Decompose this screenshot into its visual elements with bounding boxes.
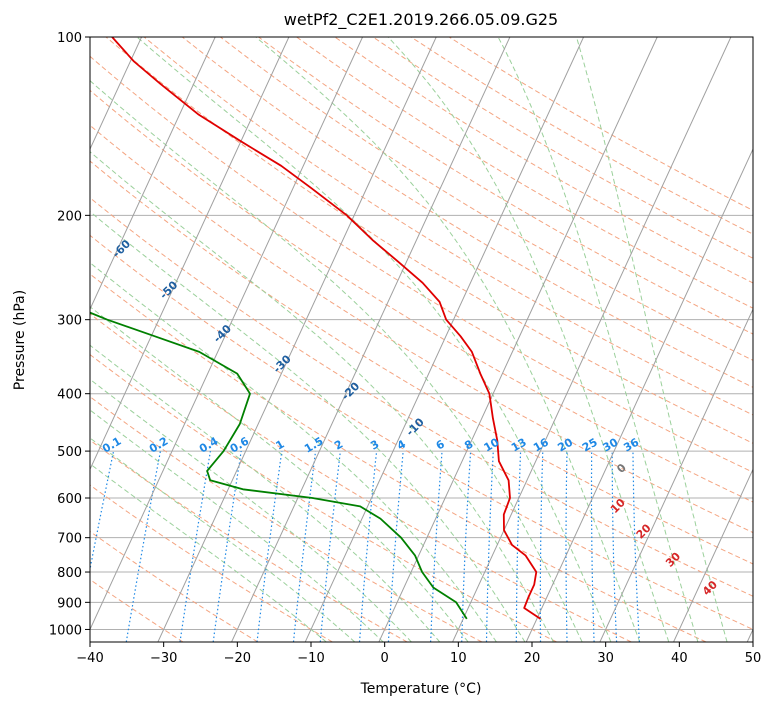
dry-adiabat-line: [90, 484, 333, 642]
y-tick-label: 400: [57, 388, 82, 403]
x-axis-label: Temperature (°C): [360, 681, 482, 697]
isotherm-line: [599, 308, 753, 642]
y-tick-label: 500: [57, 445, 82, 460]
isotherm-line: [452, 37, 732, 642]
moist-adiabat-line: [255, 37, 641, 642]
y-tick-label: 1000: [49, 623, 82, 638]
y-tick-label: 900: [57, 596, 82, 611]
y-tick-label: 100: [57, 31, 82, 46]
x-tick-label: 50: [745, 651, 762, 666]
x-tick-label: 20: [524, 651, 541, 666]
isotherm-line: [90, 37, 143, 151]
dry-adiabat-line: [334, 37, 753, 284]
y-axis-label: Pressure (hPa): [12, 290, 28, 390]
dry-adiabat-line: [90, 160, 753, 565]
x-tick-label: −30: [150, 651, 177, 666]
y-tick-label: 600: [57, 492, 82, 507]
y-tick-label: 300: [57, 314, 82, 329]
dry-adiabat-line: [90, 234, 753, 630]
moist-adiabat-line: [136, 37, 612, 642]
isotherm-line: [673, 468, 753, 642]
x-tick-label: 10: [450, 651, 467, 666]
moist-adiabat-line: [90, 344, 441, 642]
moist-adiabat-line: [497, 37, 699, 642]
x-tick-label: −40: [76, 651, 103, 666]
dry-adiabat-line: [181, 37, 753, 388]
y-tick-label: 700: [57, 532, 82, 547]
moist-adiabat-line: [90, 151, 554, 642]
dry-adiabats: [90, 37, 753, 642]
dry-adiabat-line: [105, 37, 753, 444]
isotherm-line: [304, 37, 585, 642]
x-tick-label: 40: [671, 651, 688, 666]
dry-adiabat-line: [90, 353, 557, 642]
moist-adiabat-line: [90, 463, 327, 642]
sounding-series: [90, 37, 542, 620]
dry-adiabat-line: [90, 273, 707, 642]
dry-adiabat-line: [90, 396, 483, 642]
skewed-isotherms: [90, 37, 753, 642]
moist-adiabat-line: [576, 37, 728, 642]
x-tick-label: 0: [381, 651, 389, 666]
dry-adiabat-line: [143, 37, 753, 416]
pressure-gridlines: [90, 37, 753, 630]
x-axis: −40 −30 −20 −10 0 10 20 30 40 50: [76, 642, 761, 666]
isotherm-line: [378, 37, 658, 642]
mixing-ratio-line: [256, 451, 283, 642]
x-tick-label: −20: [224, 651, 251, 666]
moist-adiabat-line: [90, 80, 583, 642]
isotherm-line: [525, 147, 753, 642]
dry-adiabat-line: [90, 578, 184, 642]
mixing-ratio-line: [387, 451, 404, 642]
isotherm-line: [90, 37, 290, 471]
moist-adiabat-line: [387, 37, 670, 642]
isotherm-line: [231, 37, 511, 642]
temperature-profile-line: [111, 37, 542, 620]
y-tick-label: 200: [57, 209, 82, 224]
mixing-ratio-line: [179, 451, 211, 642]
x-tick-label: 30: [597, 651, 614, 666]
x-tick-label: −10: [297, 651, 324, 666]
isotherm-line: [90, 37, 364, 631]
chart-title: wetPf2_C2E1.2019.266.05.09.G25: [284, 10, 558, 30]
mixing-ratio-lines: [90, 450, 640, 642]
y-axis: 100 200 300 400 500 600 700 800 900 1000: [49, 31, 90, 638]
y-tick-label: 800: [57, 566, 82, 581]
mixing-ratio-line: [358, 451, 378, 642]
isotherm-line: [157, 37, 437, 642]
mixing-ratio-line: [319, 451, 341, 642]
moist-adiabat-line: [90, 262, 497, 642]
mixing-ratio-line: [292, 451, 317, 642]
mixing-ratio-line: [212, 451, 242, 642]
dewpoint-profile-line: [90, 311, 468, 620]
plot-frame: [89, 36, 754, 643]
isotherm-line: [90, 37, 216, 311]
dry-adiabat-line: [90, 124, 753, 534]
